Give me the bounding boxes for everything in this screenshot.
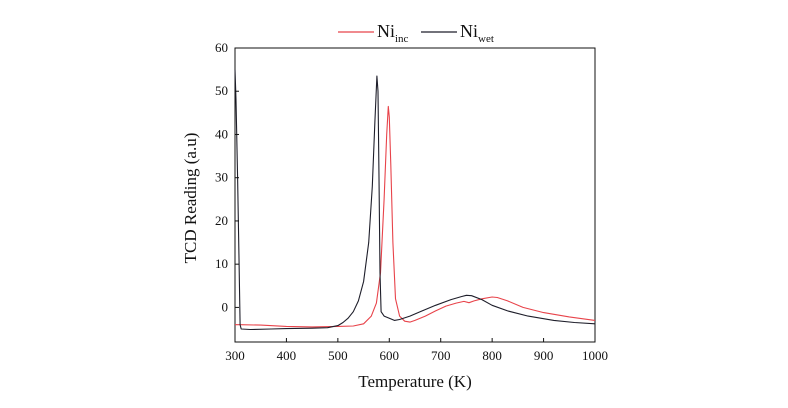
tick-layer: 300 400 500 600 700 800 900 1000 0 10 20 30 40 50 60 xyxy=(215,40,608,363)
series-line-ni-wet xyxy=(234,69,596,331)
y-tick-label: 0 xyxy=(222,299,229,314)
series-line-ni-inc xyxy=(235,105,596,328)
series-layer xyxy=(234,69,596,331)
x-tick-label: 700 xyxy=(431,348,451,363)
x-tick-label: 300 xyxy=(225,348,245,363)
y-tick-label: 20 xyxy=(215,213,228,228)
plot-frame xyxy=(234,47,596,343)
x-tick-label: 600 xyxy=(380,348,400,363)
y-tick-label: 40 xyxy=(215,126,228,141)
legend-label-ni-inc: Niinc xyxy=(377,21,409,45)
y-tick-label: 60 xyxy=(215,40,228,55)
x-tick-label: 400 xyxy=(277,348,297,363)
x-axis-label: Temperature (K) xyxy=(358,372,472,391)
x-tick-label: 500 xyxy=(328,348,348,363)
y-axis-label: TCD Reading (a.u) xyxy=(181,133,200,264)
x-tick-label: 900 xyxy=(534,348,554,363)
x-tick-label: 800 xyxy=(482,348,502,363)
legend: Niinc Niwet xyxy=(338,21,494,45)
legend-label-ni-wet: Niwet xyxy=(460,21,494,45)
x-tick-label: 1000 xyxy=(582,348,608,363)
y-tick-label: 30 xyxy=(215,170,228,185)
y-tick-label: 50 xyxy=(215,83,228,98)
y-tick-label: 10 xyxy=(215,256,228,271)
